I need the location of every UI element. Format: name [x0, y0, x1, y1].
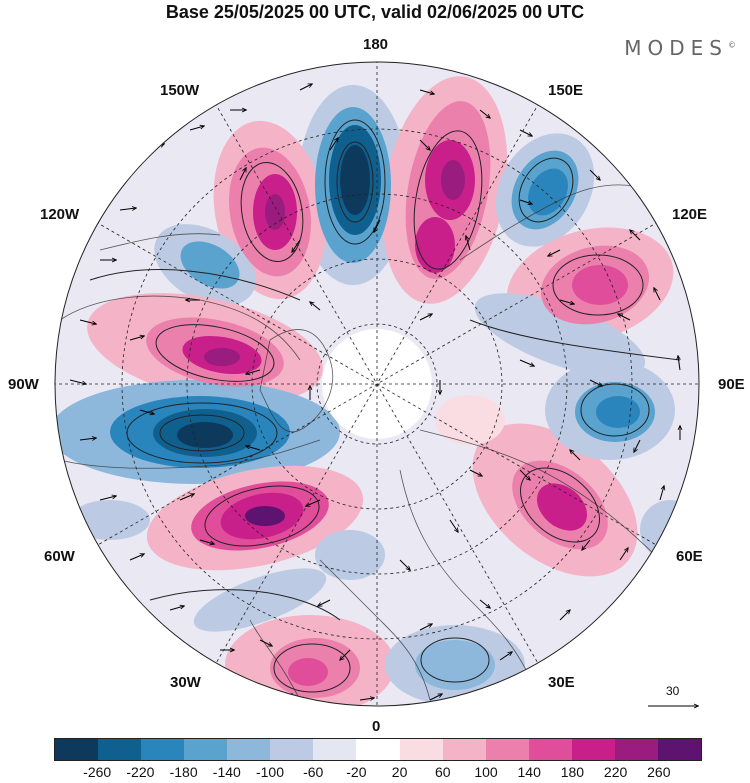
colorbar-segment — [227, 739, 271, 760]
colorbar — [54, 738, 702, 761]
colorbar-tick-label: 60 — [435, 764, 451, 780]
lon-label-150w: 150W — [160, 82, 200, 99]
colorbar-segment — [98, 739, 142, 760]
colorbar-tick-label: -140 — [212, 764, 241, 780]
colorbar-segment — [141, 739, 185, 760]
colorbar-tick-label: 180 — [560, 764, 585, 780]
lon-label-30e: 30E — [548, 674, 575, 691]
contour-lines — [89, 119, 681, 693]
colorbar-tick-label: -180 — [169, 764, 198, 780]
colorbar-segment — [399, 739, 443, 760]
colorbar-tick-label: 220 — [603, 764, 628, 780]
colorbar-tick-label: 140 — [517, 764, 541, 780]
field-layer — [55, 62, 699, 706]
colorbar-segment — [356, 739, 400, 760]
colorbar-tick-label: 100 — [474, 764, 498, 780]
colorbar-tick-label: -100 — [255, 764, 285, 780]
map-title: Base 25/05/2025 00 UTC, valid 02/06/2025… — [165, 2, 585, 22]
lon-label-60w: 60W — [44, 548, 75, 565]
lon-label-120w: 120W — [40, 206, 80, 223]
colorbar-tick-label: -220 — [126, 764, 155, 780]
coastlines — [59, 184, 661, 701]
colorbar-tick-label: -20 — [346, 764, 367, 780]
lon-label-180: 180 — [363, 36, 389, 53]
colorbar-segment — [614, 739, 658, 760]
colorbar-segment — [657, 739, 701, 760]
lon-label-90w: 90W — [8, 376, 39, 393]
colorbar-segment — [184, 739, 228, 760]
lon-label-60e: 60E — [676, 548, 703, 565]
colorbar-segment — [442, 739, 486, 760]
reference-vector-label: 30 — [666, 684, 680, 698]
anomaly-core — [153, 125, 640, 686]
lon-label-120e: 120E — [672, 206, 708, 223]
colorbar-segment — [528, 739, 572, 760]
map-boundary — [54, 61, 700, 707]
colorbar-segment — [270, 739, 314, 760]
lon-label-30w: 30W — [170, 674, 201, 691]
colorbar-segment — [55, 739, 99, 760]
brand-logo: MODES© — [624, 36, 736, 60]
colorbar-segment — [485, 739, 529, 760]
colorbar-tick-label: -260 — [83, 764, 112, 780]
colorbar-segment — [571, 739, 615, 760]
colorbar-tick-label: -60 — [303, 764, 324, 780]
lon-label-0: 0 — [372, 718, 381, 735]
graticule — [55, 62, 699, 706]
colorbar-tick-label: 260 — [647, 764, 671, 780]
colorbar-segment — [313, 739, 357, 760]
colorbar-ticks: -260 -220 -180 -140 -100 -60 -20 20 60 100 140 180 2… — [0, 764, 750, 782]
lon-label-90e: 90E — [718, 376, 745, 393]
polar-map — [54, 61, 700, 740]
colorbar-tick-label: 20 — [391, 764, 408, 780]
lon-label-150e: 150E — [548, 82, 584, 99]
